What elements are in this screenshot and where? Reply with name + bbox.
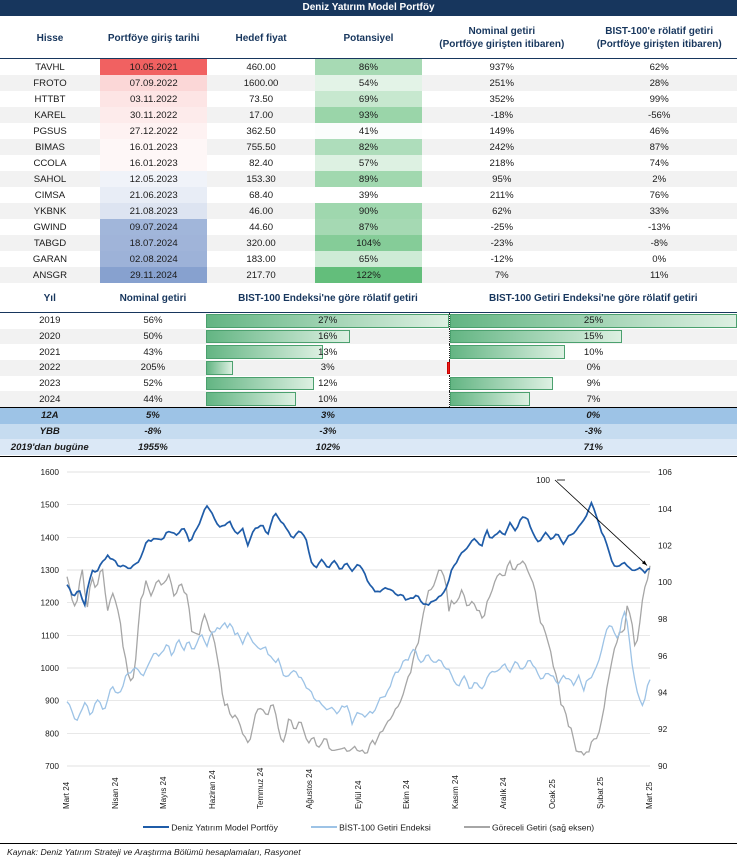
- svg-text:1100: 1100: [41, 630, 59, 640]
- svg-text:1300: 1300: [41, 565, 60, 575]
- svg-text:100: 100: [658, 577, 672, 587]
- svg-text:94: 94: [658, 688, 668, 698]
- svg-text:104: 104: [658, 504, 672, 514]
- svg-text:1200: 1200: [41, 598, 60, 608]
- svg-text:1400: 1400: [41, 532, 60, 542]
- svg-text:800: 800: [45, 728, 59, 738]
- svg-text:900: 900: [45, 696, 59, 706]
- svg-text:100: 100: [536, 475, 550, 485]
- svg-text:98: 98: [658, 614, 668, 624]
- svg-text:96: 96: [658, 651, 668, 661]
- svg-text:102: 102: [658, 541, 672, 551]
- svg-text:1500: 1500: [41, 500, 60, 510]
- svg-text:106: 106: [658, 467, 672, 477]
- svg-text:92: 92: [658, 724, 668, 734]
- svg-text:1600: 1600: [41, 467, 60, 477]
- svg-text:1000: 1000: [41, 663, 60, 673]
